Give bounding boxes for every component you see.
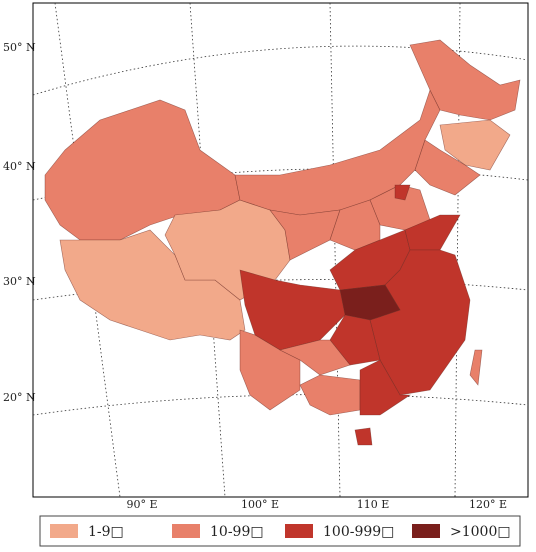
region [359, 359, 411, 416]
legend-swatch [172, 524, 200, 538]
region [279, 339, 351, 376]
legend-swatch [285, 524, 313, 538]
latitude-label: 20° N [3, 391, 36, 404]
latitude-label: 50° N [3, 41, 36, 54]
region [239, 329, 301, 411]
region [394, 184, 411, 201]
longitude-label: 110 E [357, 498, 390, 511]
legend-label: 10-99□ [210, 524, 264, 540]
legend-label: >1000□ [450, 524, 511, 540]
region [239, 269, 346, 351]
latitude-label: 30° N [3, 275, 36, 288]
region [414, 139, 481, 196]
legend-label: 1-9□ [88, 524, 124, 540]
legend-swatch [412, 524, 440, 538]
longitude-label: 90° E [126, 498, 157, 511]
region [59, 229, 246, 341]
region [469, 349, 483, 386]
region [329, 314, 381, 366]
legend-swatch [50, 524, 78, 538]
axis-labels: 50° N 40° N 30° N 20° N 90° E 100° E 110 E 120°… [3, 41, 507, 511]
regions [44, 39, 521, 446]
region [409, 39, 521, 121]
legend-label: 100-999□ [323, 524, 394, 540]
region [439, 119, 511, 171]
longitude-label: 120° E [469, 498, 507, 511]
region [354, 427, 373, 446]
region [404, 214, 461, 251]
region [269, 209, 341, 261]
latitude-label: 40° N [3, 160, 36, 173]
longitude-label: 100° E [241, 498, 279, 511]
legend: 1-9□ 10-99□ 100-999□ >1000□ [50, 524, 511, 540]
